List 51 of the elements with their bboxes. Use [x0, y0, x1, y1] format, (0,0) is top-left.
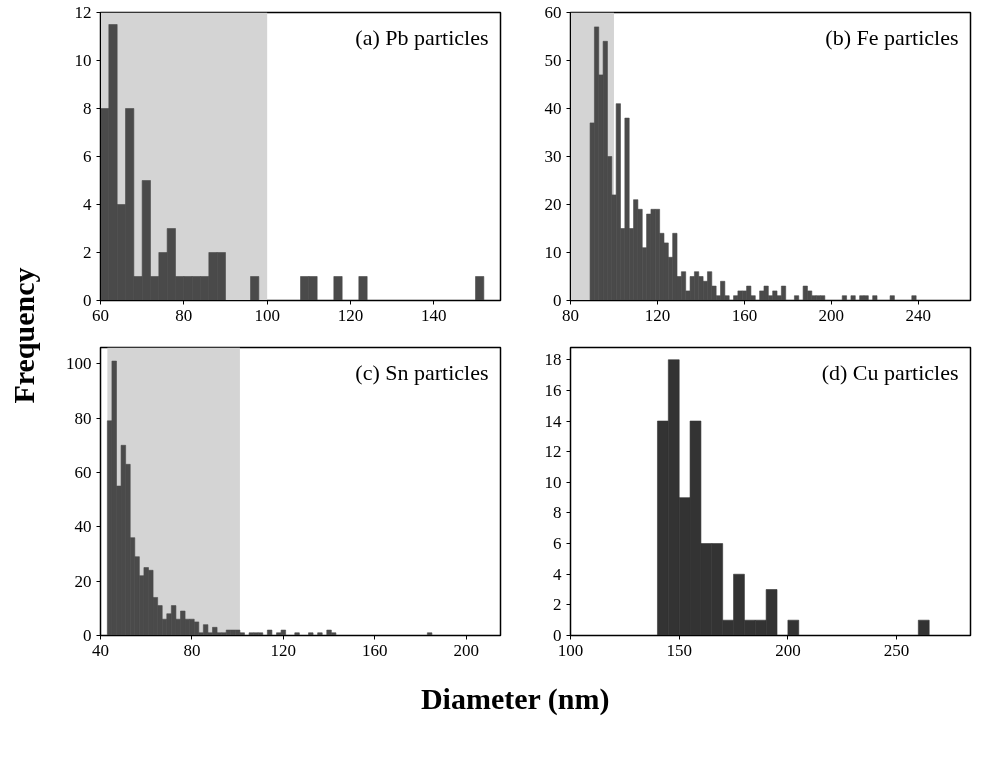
y-tick-label: 0	[83, 626, 92, 645]
x-tick-label: 160	[362, 640, 388, 660]
x-tick-label: 120	[270, 640, 297, 660]
x-tick-label: 160	[731, 305, 758, 325]
y-tick-label: 8	[553, 503, 562, 523]
y-tick-label: 0	[553, 626, 562, 645]
x-tick-label: 120	[644, 305, 671, 325]
y-tick-label: 80	[74, 408, 92, 428]
annotation: (a) Pb particles	[355, 24, 489, 50]
y-tick-label: 30	[544, 147, 562, 166]
y-tick-label: 40	[544, 99, 562, 118]
annotation: (b) Fe particles	[825, 24, 959, 50]
y-tick-label: 60	[544, 3, 562, 22]
y-tick-label: 100	[66, 354, 92, 374]
y-tick-label: 20	[544, 195, 562, 214]
x-tick-label: 80	[183, 640, 201, 660]
x-tick-label: 200	[818, 305, 845, 325]
y-tick-label: 50	[544, 51, 562, 70]
y-axis-title: Frequency	[6, 267, 40, 404]
y-tick-label: 6	[553, 534, 562, 554]
x-tick-label: 250	[883, 640, 910, 660]
y-tick-label: 10	[544, 472, 562, 492]
x-tick-label: 150	[666, 640, 692, 660]
x-tick-label: 200	[775, 640, 801, 660]
y-tick-label: 4	[83, 195, 92, 214]
x-tick-label: 100	[254, 305, 280, 325]
annotation: (c) Sn particles	[355, 359, 489, 385]
y-tick-label: 12	[74, 3, 92, 22]
y-tick-label: 18	[544, 350, 562, 370]
x-tick-label: 120	[337, 305, 364, 325]
y-tick-label: 40	[74, 517, 92, 537]
x-tick-label: 240	[905, 305, 932, 325]
x-axis-title: Diameter (nm)	[420, 681, 610, 716]
y-tick-label: 60	[74, 462, 92, 482]
y-tick-label: 16	[544, 380, 562, 400]
y-tick-label: 14	[544, 411, 562, 431]
y-tick-label: 6	[83, 147, 92, 166]
y-tick-label: 4	[553, 564, 562, 584]
x-tick-label: 80	[175, 305, 193, 325]
y-tick-label: 0	[553, 291, 562, 310]
y-tick-label: 10	[544, 243, 562, 262]
x-tick-label: 200	[453, 640, 479, 660]
annotation: (d) Cu particles	[821, 359, 959, 385]
y-tick-label: 0	[83, 291, 92, 310]
x-tick-label: 140	[421, 305, 447, 325]
y-tick-label: 20	[74, 571, 92, 591]
y-tick-label: 8	[83, 99, 92, 118]
y-tick-label: 10	[74, 51, 92, 70]
y-tick-label: 2	[83, 243, 92, 262]
y-tick-label: 2	[553, 595, 562, 615]
y-tick-label: 12	[544, 442, 562, 462]
